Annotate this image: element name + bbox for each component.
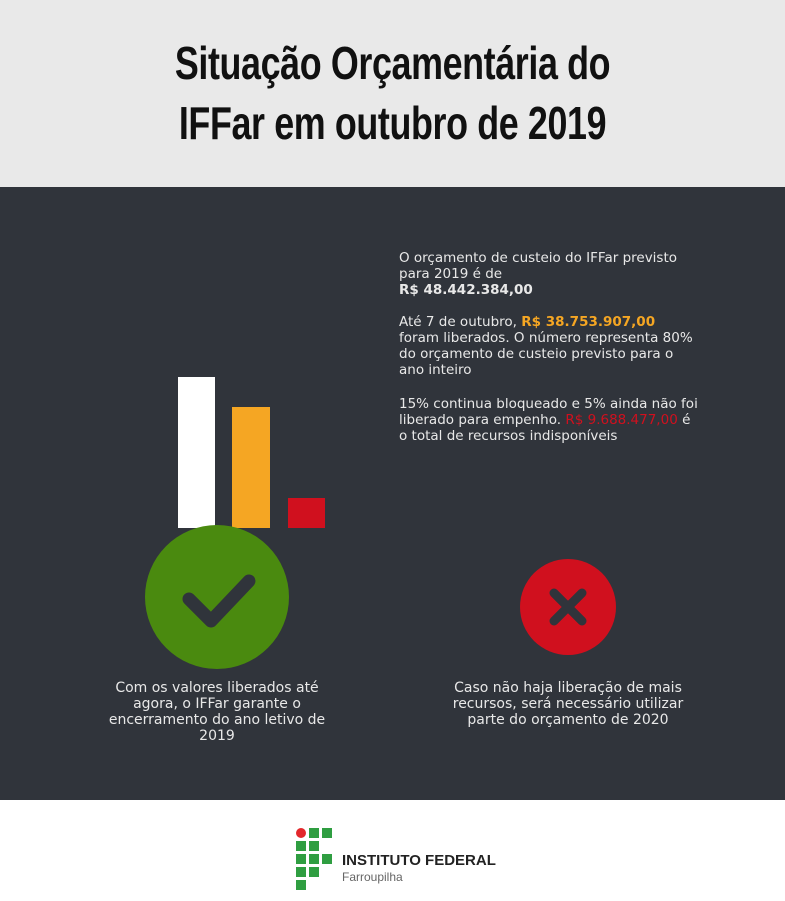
bar-budget-total <box>178 377 215 528</box>
info-text: é o total de recursos indisponíveis <box>399 412 691 444</box>
left-caption: Com os valores liberados até agora, o IF… <box>108 680 326 744</box>
title-banner: Situação Orçamentária do IFFar em outubr… <box>0 0 785 187</box>
content-panel <box>0 187 785 800</box>
budget-amount: R$ 48.442.384,00 <box>399 282 533 298</box>
title-line-2: IFFar em outubro de 2019 <box>178 97 607 149</box>
logo-name: INSTITUTO FEDERAL <box>342 852 496 869</box>
logo-campus: Farroupilha <box>342 870 403 884</box>
x-icon <box>520 559 616 655</box>
check-icon <box>145 525 289 669</box>
info-paragraph-3: 15% continua bloqueado e 5% ainda não fo… <box>399 396 699 444</box>
info-text: O orçamento de custeio do IFFar previsto… <box>399 250 678 282</box>
info-text: Até 7 de outubro, <box>399 314 517 330</box>
released-amount: R$ 38.753.907,00 <box>521 314 656 330</box>
unavailable-amount: R$ 9.688.477,00 <box>565 412 678 428</box>
bar-unavailable <box>288 497 325 528</box>
bar-released <box>232 407 270 528</box>
info-paragraph-1: O orçamento de custeio do IFFar previsto… <box>399 250 699 298</box>
right-caption: Caso não haja liberação de mais recursos… <box>452 680 684 728</box>
info-text: foram liberados. O número representa 80%… <box>399 330 693 378</box>
info-text: 15% continua bloqueado e 5% ainda não fo… <box>399 396 698 428</box>
title-line-1: Situação Orçamentária do <box>174 37 611 89</box>
info-paragraph-2: Até 7 de outubro, R$ 38.753.907,00 foram… <box>399 314 699 378</box>
